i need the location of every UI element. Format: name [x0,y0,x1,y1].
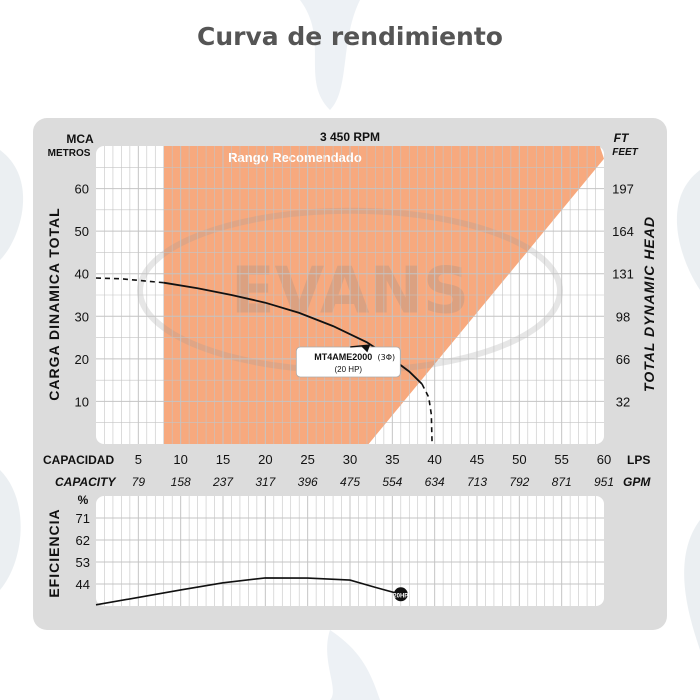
x-tick-label-lps: 60 [597,452,611,467]
efficiency-tick-label: 71 [76,511,90,526]
x-tick-label-lps: 10 [173,452,187,467]
y-tick-label-left: 40 [75,267,89,282]
efficiency-curve-marker [393,587,408,602]
pump-curve-solid [163,281,423,385]
efficiency-tick-label: 44 [76,577,90,592]
x-tick-label-lps: 35 [385,452,399,467]
efficiency-curve [95,577,402,606]
y-tick-label-left: 20 [75,352,89,367]
x-tick-label-lps: 40 [427,452,441,467]
pump-curve-dashed-end [421,383,433,445]
x-tick-label-gpm: 634 [425,475,445,489]
y-tick-label-left: 10 [75,394,89,409]
rpm-title: 3 450 RPM [320,130,380,144]
model-name: MT4AME2000 [314,352,372,362]
y-tick-label-right: 98 [616,309,630,324]
x-tick-label-lps: 15 [216,452,230,467]
efficiency-unit: % [78,493,89,507]
efficiency-axis-label: EFICIENCIA [46,508,62,597]
x-tick-label-lps: 50 [512,452,526,467]
page-title: Curva de rendimiento [197,22,503,51]
x-tick-label-gpm: 554 [382,475,402,489]
recommended-range-label: Rango Recomendado [228,150,362,165]
y-tick-label-left: 50 [75,224,89,239]
chart-panel: Rango Recomendado EVANS MT4AME2000 (3Φ) (2… [33,118,667,630]
model-power: (20 HP) [335,365,363,374]
x-tick-label-gpm: 951 [594,475,614,489]
x-tick-label-gpm: 713 [467,475,487,489]
efficiency-tick-label: 62 [76,533,90,548]
x-tick-label-lps: 30 [343,452,357,467]
x-tick-label-gpm: 792 [509,475,529,489]
y-tick-label-left: 30 [75,309,89,324]
y-axis-label-right: TOTAL DYNAMIC HEAD [641,216,657,392]
efficiency-marker-label: 20HP [393,593,408,599]
right-unit-feet: FEET [612,147,638,158]
x-tick-label-gpm: 158 [171,475,191,489]
x-tick-label-gpm: 317 [255,475,276,489]
left-unit-mca: MCA [66,132,94,146]
x-axis-label-capacidad: CAPACIDAD [43,453,114,467]
x-axis-label-capacity: CAPACITY [55,475,116,489]
x-tick-label-lps: 5 [135,452,142,467]
performance-chart: Rango Recomendado EVANS MT4AME2000 (3Φ)(2… [43,130,657,606]
model-phase: (3Φ) [377,353,395,362]
x-tick-label-lps: 55 [554,452,568,467]
efficiency-tick-label: 53 [76,555,90,570]
model-label-box [295,346,401,378]
y-tick-label-right: 32 [616,394,630,409]
left-unit-metros: METROS [48,148,91,159]
y-tick-label-right: 66 [616,352,630,367]
y-axis-label-left: CARGA DINAMICA TOTAL [46,207,62,400]
x-tick-label-gpm: 237 [212,475,234,489]
y-tick-label-right: 197 [612,182,634,197]
x-tick-label-lps: 25 [300,452,314,467]
x-tick-label-gpm: 871 [552,475,572,489]
right-unit-ft: FT [614,131,630,145]
x-tick-label-lps: 20 [258,452,272,467]
x-tick-label-lps: 45 [470,452,484,467]
x-tick-label-gpm: 79 [132,475,146,489]
y-tick-label-right: 131 [612,267,634,282]
x-unit-gpm: GPM [623,475,651,489]
x-tick-label-gpm: 396 [298,475,318,489]
label-arrow-head [361,344,371,353]
y-tick-label-right: 164 [612,224,634,239]
y-tick-label-left: 60 [75,182,89,197]
x-tick-label-gpm: 475 [340,475,360,489]
x-unit-lps: LPS [627,453,650,467]
